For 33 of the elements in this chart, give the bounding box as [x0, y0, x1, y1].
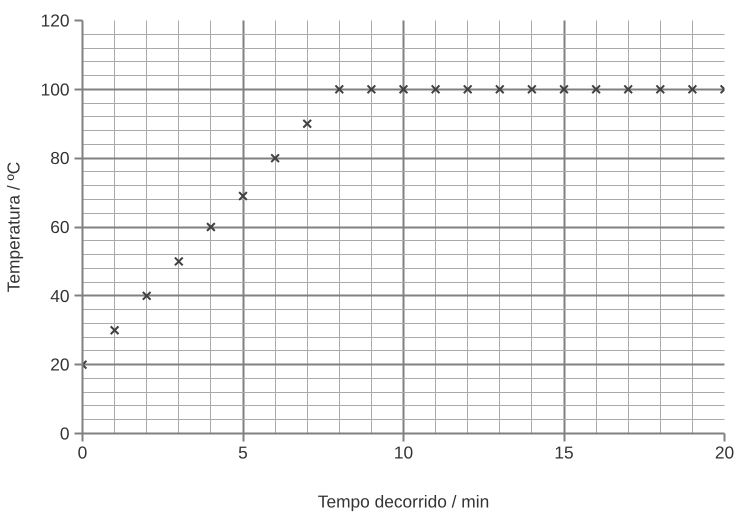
x-tick-label: 15 [554, 442, 574, 462]
y-tick-label: 100 [40, 79, 70, 100]
point [110, 325, 120, 336]
x-axis-title: Tempo decorrido / min [318, 492, 490, 512]
x-tick-label: 20 [714, 442, 734, 462]
x-tick-label: 0 [78, 442, 88, 462]
x-tick-label: 10 [394, 442, 414, 462]
point [559, 84, 569, 94]
point [174, 256, 184, 266]
point [238, 191, 248, 201]
y-axis-title: Temperatura / ºC [4, 162, 24, 292]
y-tick-label: 80 [50, 148, 70, 168]
y-tick-label: 40 [50, 286, 70, 306]
point [142, 290, 152, 301]
point [527, 84, 537, 94]
y-tick-label: 20 [50, 354, 70, 375]
y-tick-label: 120 [40, 10, 70, 30]
point [655, 84, 666, 94]
point [302, 118, 312, 129]
y-tick-label: 60 [50, 217, 70, 237]
x-tick-label: 5 [238, 442, 248, 462]
point [270, 153, 280, 164]
point [462, 84, 473, 94]
y-tick-label: 0 [60, 424, 70, 444]
point [398, 84, 408, 94]
point [591, 84, 601, 94]
point [623, 84, 634, 94]
point [334, 84, 344, 94]
point [206, 222, 216, 232]
point [688, 84, 698, 94]
point [366, 84, 376, 94]
point [494, 84, 505, 94]
point [430, 84, 440, 94]
